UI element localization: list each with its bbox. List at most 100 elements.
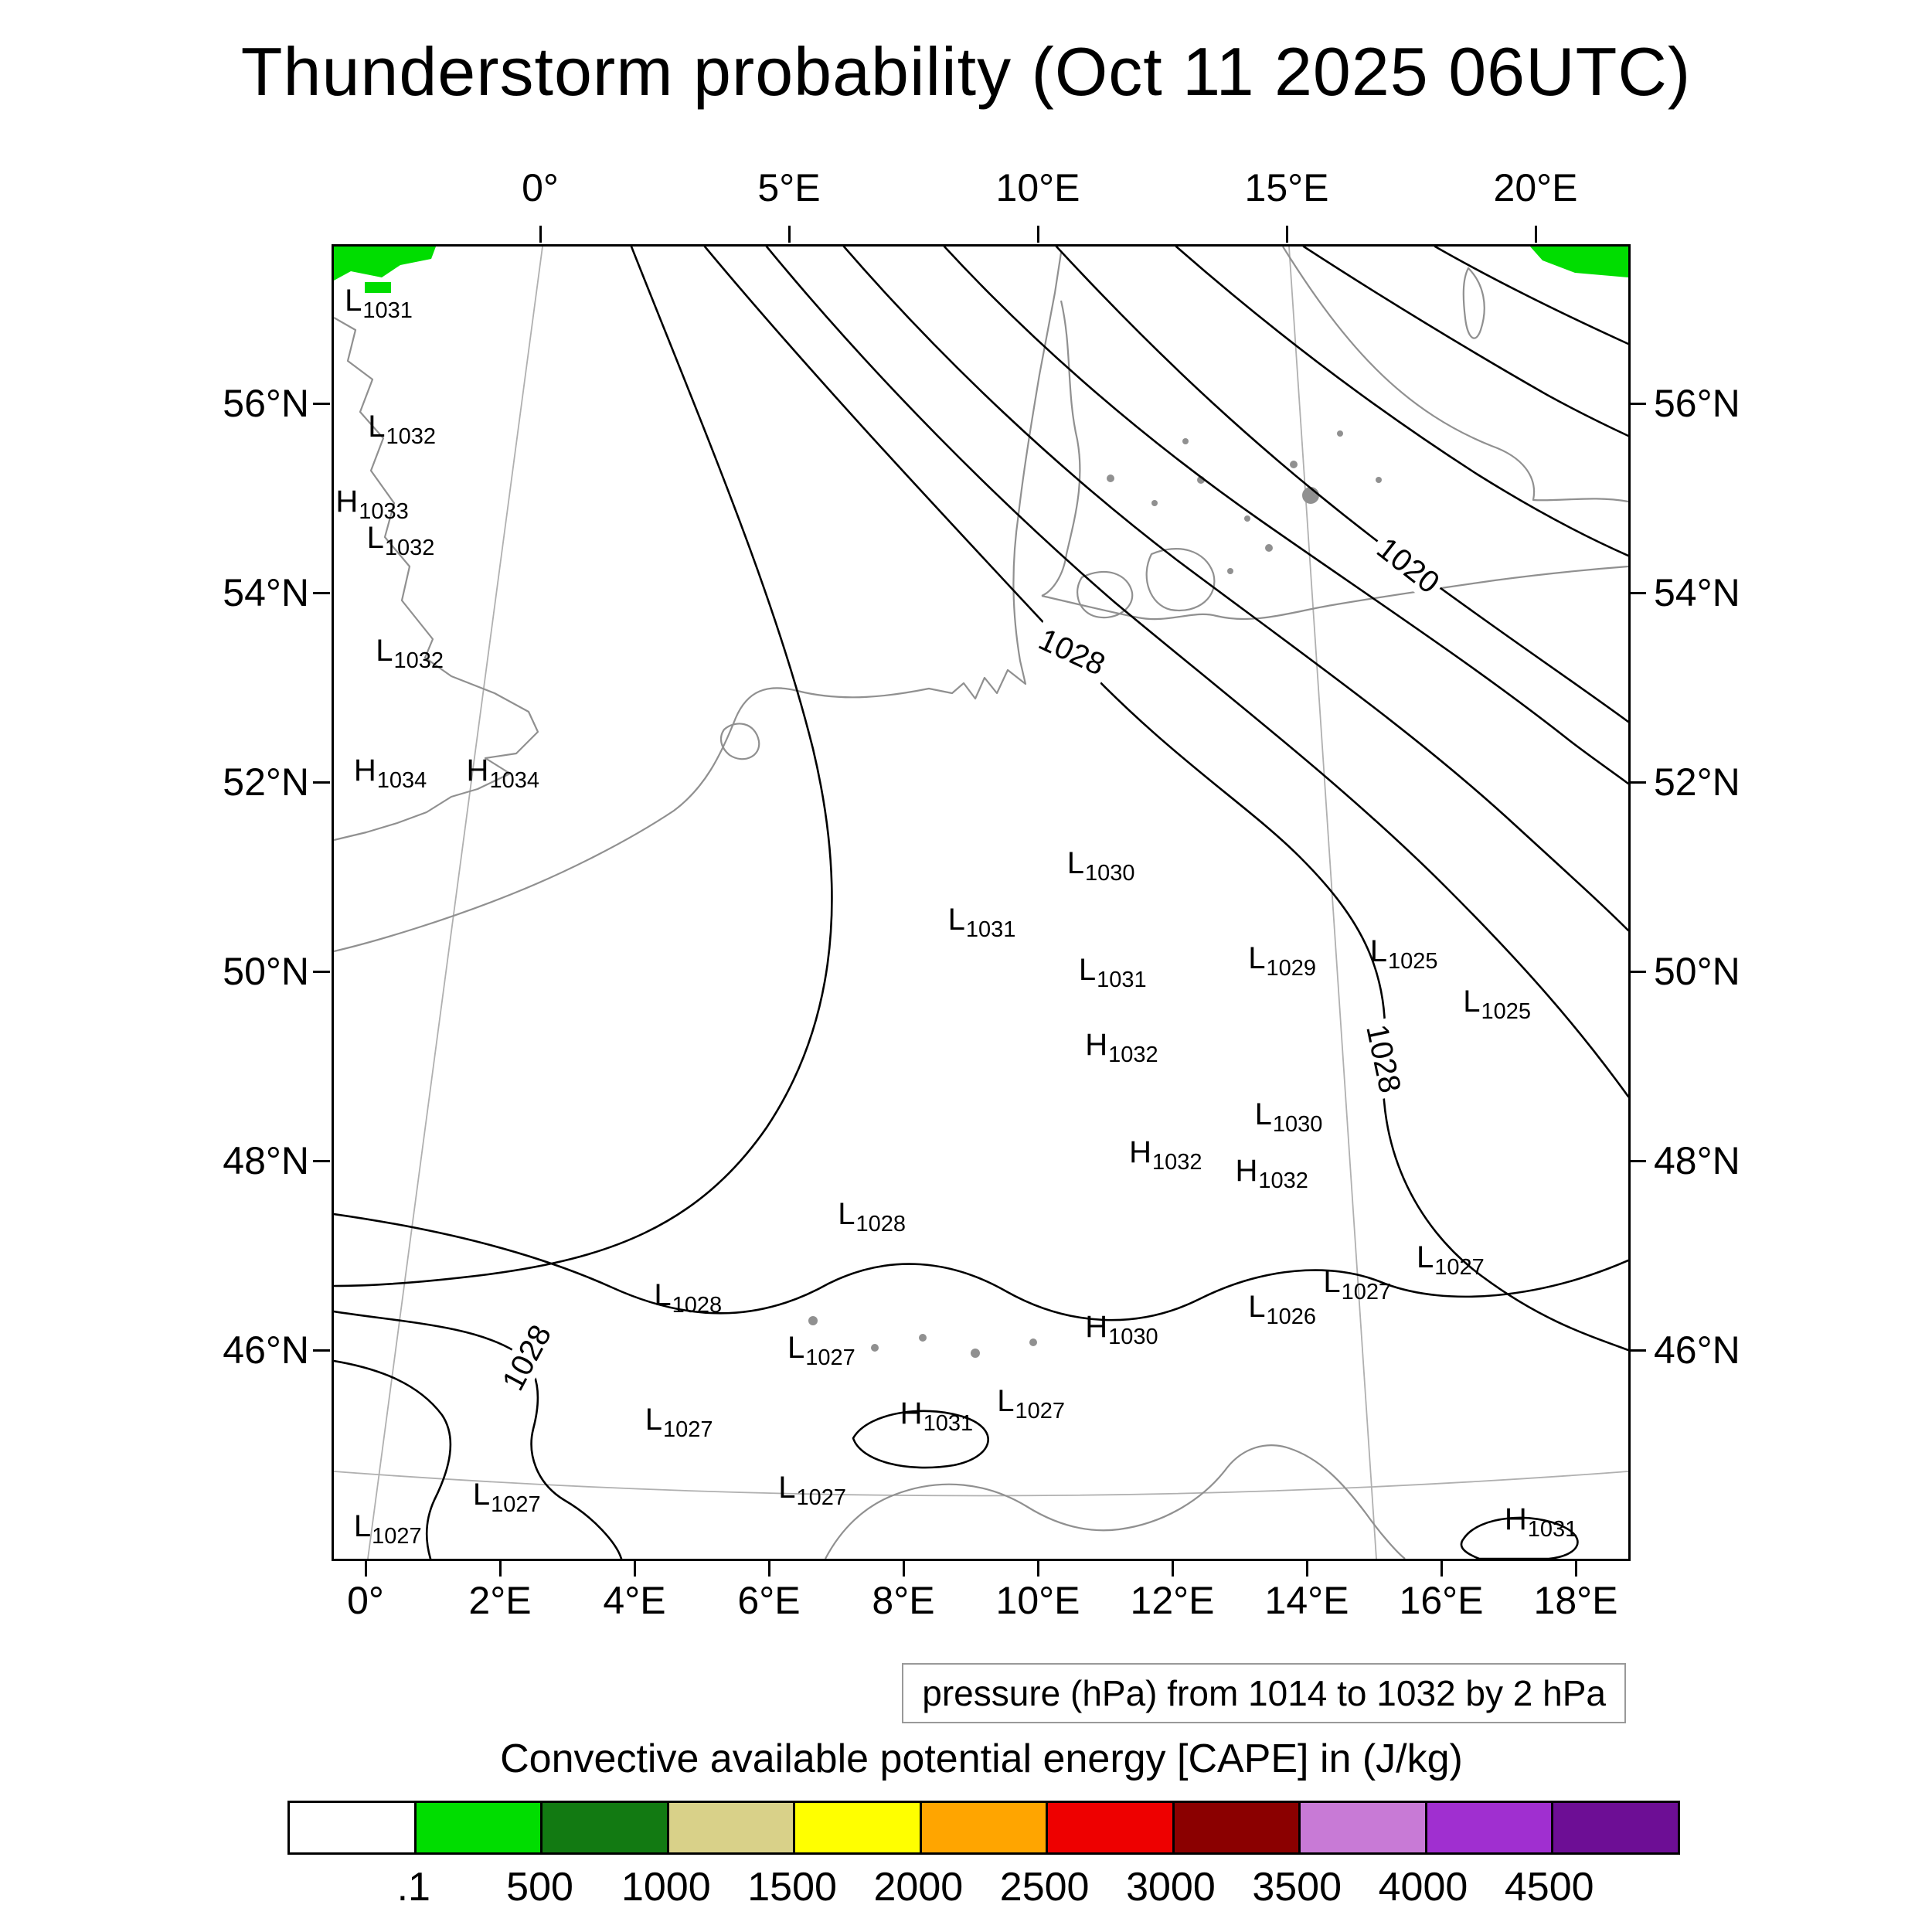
pressure-center-letter: L [345,283,362,318]
pressure-center: L1031 [345,283,413,322]
axis-top-tick [1286,226,1288,243]
pressure-center-value: 1027 [1434,1254,1485,1280]
colorbar-segment [668,1803,796,1852]
pressure-center-value: 1027 [491,1492,541,1517]
axis-bottom-tick [1440,1560,1443,1577]
axis-right-tick [1629,1160,1646,1162]
axis-left-label: 50°N [223,950,309,993]
axis-right-label: 56°N [1654,382,1740,425]
pressure-center-letter: L [1323,1264,1341,1299]
pressure-center-value: 1030 [1272,1111,1323,1137]
colorbar-segment [1427,1803,1554,1852]
pressure-center-letter: H [900,1396,923,1430]
pressure-center-value: 1027 [662,1417,713,1443]
pressure-center-letter: L [353,1509,372,1543]
axis-right-tick [1629,781,1646,784]
pressure-center: L1032 [367,522,435,560]
pressure-center: L1031 [1079,954,1147,992]
axis-right-label: 54°N [1654,571,1740,614]
axis-bottom-label: 12°E [1130,1579,1215,1622]
axis-top-label: 10°E [995,166,1080,209]
pressure-center: L1027 [353,1509,422,1548]
axis-left-label: 48°N [223,1139,309,1182]
pressure-center: L1030 [1255,1099,1323,1136]
pressure-center: L1027 [645,1404,713,1441]
axis-right-tick [1629,971,1646,973]
pressure-center-letter: H [335,484,359,519]
axis-left-tick [313,1349,330,1352]
page-title: Thunderstorm probability (Oct 11 2025 06… [240,33,1692,110]
graticule [334,247,1628,1559]
axis-bottom-tick [634,1560,636,1577]
pressure-center-letter: L [1417,1240,1434,1274]
pressure-center-value: 1031 [965,917,1016,943]
pressure-center: H1031 [1505,1504,1577,1541]
colorbar-tick-label: 4500 [1504,1865,1594,1910]
map-area: 1020 1028 1028 1028 L1031 L1032 H1033 L1032 L10… [332,244,1631,1561]
pressure-center: H1034 [467,755,539,792]
pressure-center: L1029 [1248,940,1316,980]
colorbar-segment [1553,1803,1679,1852]
pressure-center: L1025 [1370,936,1438,973]
colorbar-segment [1301,1803,1427,1852]
isobar-contours [334,247,1628,1559]
pressure-center-value: 1025 [1387,949,1438,974]
axis-bottom-label: 4°E [603,1579,666,1622]
pressure-center: L1026 [1248,1291,1316,1328]
axis-bottom-tick [903,1560,905,1577]
pressure-center: L1030 [1066,846,1135,885]
pressure-center: H1032 [1085,1027,1158,1066]
pressure-center-letter: H [1235,1153,1258,1188]
axis-top-tick [1037,226,1039,243]
pressure-center-value: 1031 [362,298,413,323]
axis-bottom-tick [365,1560,367,1577]
pressure-center-letter: L [997,1384,1015,1419]
colorbar-segment [795,1803,922,1852]
colorbar-segment [290,1803,417,1852]
pressure-center: L1028 [654,1280,722,1317]
colorbar-tick-label: .1 [396,1865,430,1910]
axis-bottom-tick [1575,1560,1577,1577]
pressure-center-letter: H [353,753,376,787]
pressure-center-letter: H [1085,1027,1108,1062]
axis-left-label: 52°N [223,760,309,804]
colorbar [287,1801,1680,1855]
colorbar-tick-label: 3500 [1252,1865,1342,1910]
colorbar-segment [543,1803,669,1852]
colorbar-segment [416,1803,543,1852]
axis-right-label: 50°N [1654,950,1740,993]
axis-right-label: 52°N [1654,760,1740,804]
pressure-center-value: 1027 [805,1345,855,1370]
colorbar-tick-label: 500 [506,1865,573,1910]
axis-right-label: 48°N [1654,1139,1740,1182]
axis-bottom-label: 16°E [1399,1579,1484,1622]
pressure-center-value: 1032 [393,648,444,674]
pressure-center-letter: L [947,903,965,937]
pressure-centers-layer: L1031 L1032 H1033 L1032 L1032 H1034 H1034 L1030… [334,247,1628,1559]
axis-bottom-tick [768,1560,770,1577]
axis-right-label: 46°N [1654,1328,1740,1372]
pressure-center-letter: L [1066,846,1084,881]
pressure-center-value: 1028 [672,1292,723,1318]
pressure-center-value: 1027 [796,1485,846,1511]
pressure-center-value: 1026 [1266,1304,1317,1330]
pressure-center-letter: L [376,634,393,668]
pressure-center: L1032 [368,411,436,448]
colorbar-segment [1174,1803,1301,1852]
axis-top-label: 5°E [757,166,821,209]
pressure-center: H1032 [1235,1153,1308,1192]
coastlines [334,247,1628,1559]
axis-bottom-label: 10°E [995,1579,1080,1622]
axis-bottom-tick [499,1560,502,1577]
pressure-center-letter: L [778,1471,796,1505]
pressure-center: L1025 [1463,986,1531,1023]
pressure-center-value: 1027 [1015,1399,1066,1424]
pressure-center: H1030 [1085,1311,1158,1349]
pressure-center-value: 1032 [1108,1042,1158,1067]
axis-bottom-label: 0° [347,1579,384,1622]
axis-bottom-label: 14°E [1264,1579,1349,1622]
pressure-center: L1027 [997,1384,1065,1423]
pressure-center: H1033 [335,484,408,523]
pressure-center-letter: L [1248,940,1266,975]
pressure-center-value: 1025 [1481,998,1532,1024]
